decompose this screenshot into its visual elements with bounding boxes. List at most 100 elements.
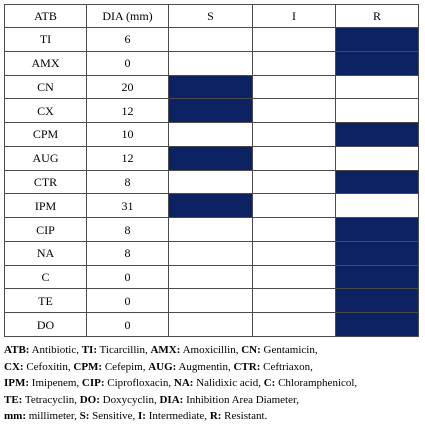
cell-antibiotic: CTR (4, 169, 87, 195)
cell-diameter: 6 (86, 27, 169, 52)
table-row: CIP 8 (4, 217, 419, 242)
table-row: CX 12 (4, 98, 419, 124)
cell-intermediate-mark (252, 193, 336, 219)
cell-sensitive-mark (168, 50, 253, 76)
header-resistant: R (335, 4, 419, 28)
cell-resistant-mark (335, 217, 419, 242)
cell-sensitive-mark (168, 145, 253, 171)
cell-diameter: 12 (86, 145, 169, 171)
table-row: NA 8 (4, 240, 419, 266)
cell-sensitive-mark (168, 217, 253, 242)
legend-line: CX: Cefoxitin, CPM: Cefepim, AUG: Augmen… (4, 359, 422, 376)
cell-resistant-mark (335, 122, 419, 147)
legend-line: ATB: Antibiotic, TI: Ticarcillin, AMX: A… (4, 342, 422, 359)
cell-diameter: 20 (86, 74, 169, 100)
legend-term: CX: (4, 360, 24, 373)
cell-resistant-mark (335, 169, 419, 195)
legend-term: CIP: (81, 377, 105, 389)
legend-description: Intermediate, (145, 410, 210, 422)
cell-intermediate-mark (252, 288, 336, 314)
cell-resistant-mark (335, 145, 419, 171)
legend-term: DIA: (159, 393, 184, 406)
table-row: AMX 0 (4, 50, 419, 76)
legend-description: Gentamicin, (260, 344, 318, 356)
abbreviation-legend: ATB: Antibiotic, TI: Ticarcillin, AMX: A… (4, 342, 422, 425)
header-row: ATB DIA (mm) S I R (4, 4, 419, 28)
header-dia-mm: DIA (mm) (86, 4, 169, 28)
cell-resistant-mark (335, 288, 419, 314)
table-header: ATB DIA (mm) S I R (4, 4, 419, 28)
legend-description: Nalidixic acid, (193, 377, 264, 389)
legend-description: Cefoxitin, (23, 360, 74, 373)
legend-description: Antibiotic, (29, 344, 82, 356)
legend-term: C: (263, 377, 276, 389)
legend-term: NA: (173, 377, 194, 389)
table-row: IPM 31 (4, 193, 419, 219)
legend-description: Ticarcillin, (97, 344, 151, 356)
antibiotic-susceptibility-table: ATB DIA (mm) S I R TI 6 AMX 0 CN 20 CX 12 CPM 10 A… (4, 4, 419, 337)
cell-resistant-mark (335, 312, 419, 337)
cell-intermediate-mark (252, 217, 336, 242)
cell-antibiotic: CX (4, 98, 87, 124)
cell-intermediate-mark (252, 98, 336, 124)
cell-sensitive-mark (168, 264, 253, 290)
legend-description: Sensitive, (89, 410, 139, 422)
table-row: CTR 8 (4, 169, 419, 195)
legend-description: Resistant. (221, 410, 268, 422)
cell-resistant-mark (335, 240, 419, 266)
cell-diameter: 8 (86, 217, 169, 242)
legend-term: DO: (79, 393, 100, 406)
cell-resistant-mark (335, 264, 419, 290)
header-sensitive: S (168, 4, 253, 28)
legend-description: Cefepim, (102, 360, 149, 373)
cell-sensitive-mark (168, 74, 253, 100)
legend-term: CTR: (233, 360, 261, 373)
cell-antibiotic: NA (4, 240, 87, 266)
legend-description: Amoxicillin, (180, 344, 242, 356)
cell-antibiotic: IPM (4, 193, 87, 219)
legend-term: CPM: (73, 360, 103, 373)
cell-antibiotic: AMX (4, 50, 87, 76)
legend-term: ATB: (4, 344, 30, 356)
cell-diameter: 8 (86, 240, 169, 266)
legend-description: millimeter, (26, 410, 80, 422)
cell-resistant-mark (335, 27, 419, 52)
legend-description: Tetracyclin, (22, 393, 80, 406)
legend-description: Chloramphenicol, (275, 377, 358, 389)
cell-antibiotic: CIP (4, 217, 87, 242)
cell-sensitive-mark (168, 240, 253, 266)
cell-antibiotic: DO (4, 312, 87, 337)
legend-line: IPM: Imipenem, CIP: Ciprofloxacin, NA: N… (4, 375, 422, 392)
cell-resistant-mark (335, 193, 419, 219)
cell-antibiotic: C (4, 264, 87, 290)
table-row: TE 0 (4, 288, 419, 314)
cell-sensitive-mark (168, 169, 253, 195)
cell-resistant-mark (335, 98, 419, 124)
table-row: CN 20 (4, 74, 419, 100)
cell-sensitive-mark (168, 27, 253, 52)
cell-sensitive-mark (168, 122, 253, 147)
legend-description: Imipenem, (29, 377, 82, 389)
cell-intermediate-mark (252, 312, 336, 337)
cell-intermediate-mark (252, 169, 336, 195)
cell-diameter: 0 (86, 264, 169, 290)
legend-term: AMX: (150, 344, 181, 356)
table-row: AUG 12 (4, 145, 419, 171)
table-row: CPM 10 (4, 122, 419, 147)
cell-intermediate-mark (252, 27, 336, 52)
legend-term: S: (79, 410, 90, 422)
cell-diameter: 8 (86, 169, 169, 195)
cell-diameter: 0 (86, 288, 169, 314)
legend-description: Inhibition Area Diameter, (183, 393, 299, 406)
cell-antibiotic: CN (4, 74, 87, 100)
legend-term: TI: (81, 344, 97, 356)
cell-resistant-mark (335, 50, 419, 76)
cell-diameter: 31 (86, 193, 169, 219)
legend-term: mm: (4, 410, 26, 422)
cell-intermediate-mark (252, 74, 336, 100)
susceptibility-table-container: ATB DIA (mm) S I R TI 6 AMX 0 CN 20 CX 12 CPM 10 A… (4, 4, 419, 337)
header-intermediate: I (252, 4, 336, 28)
legend-description: Ciprofloxacin, (104, 377, 174, 389)
cell-intermediate-mark (252, 240, 336, 266)
